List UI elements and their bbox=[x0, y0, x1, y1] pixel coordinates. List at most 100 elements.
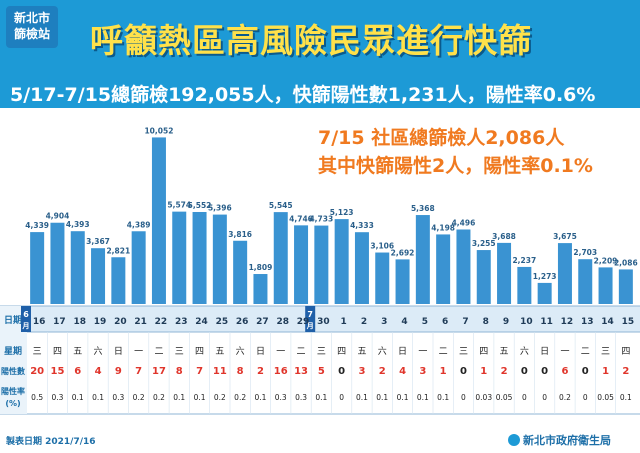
positivity-rate-cell: 0.1 bbox=[376, 393, 388, 402]
weekday-cell: 五 bbox=[500, 347, 509, 357]
daily-note: 7/15 社區總篩檢人2,086人 其中快篩陽性2人，陽性率0.1% bbox=[318, 124, 593, 180]
weekday-cell: 日 bbox=[256, 346, 265, 357]
bar bbox=[436, 234, 451, 304]
positivity-rate-cell: 0 bbox=[583, 393, 588, 402]
positive-count-cell: 1 bbox=[440, 366, 447, 377]
bar bbox=[456, 229, 471, 304]
weekday-cell: 一 bbox=[276, 347, 285, 357]
month-marker-number: 6 bbox=[23, 310, 29, 319]
x-tick-label: 12 bbox=[561, 317, 574, 327]
x-tick-label: 20 bbox=[114, 317, 127, 327]
positive-count-cell: 3 bbox=[419, 366, 426, 377]
bar-value-label: 4,198 bbox=[431, 223, 455, 232]
row-label-date: 日期 bbox=[4, 314, 22, 326]
positivity-rate-cell: 0.2 bbox=[234, 393, 246, 402]
positive-count-cell: 15 bbox=[50, 366, 64, 377]
health-bureau-logo-icon bbox=[508, 434, 520, 446]
positivity-rate-cell: 0.3 bbox=[51, 393, 63, 402]
bar bbox=[294, 225, 309, 304]
bar-value-label: 4,393 bbox=[66, 220, 90, 229]
weekday-cell: 日 bbox=[398, 346, 407, 357]
bar bbox=[273, 212, 288, 304]
weekday-cell: 一 bbox=[418, 347, 427, 357]
bar-value-label: 2,237 bbox=[512, 256, 536, 265]
x-tick-label: 25 bbox=[216, 317, 229, 327]
positive-count-cell: 0 bbox=[460, 366, 467, 377]
row-label-weekday: 星期 bbox=[4, 345, 22, 357]
positivity-rate-cell: 0.1 bbox=[397, 393, 409, 402]
bar-value-label: 5,552 bbox=[188, 201, 212, 210]
bar-value-label: 5,396 bbox=[208, 204, 232, 213]
weekday-cell: 二 bbox=[439, 347, 448, 357]
weekday-cell: 六 bbox=[378, 345, 387, 357]
bar bbox=[91, 248, 106, 304]
positive-count-cell: 0 bbox=[521, 366, 528, 377]
month-marker-unit: 月 bbox=[22, 322, 30, 330]
bar bbox=[395, 259, 410, 304]
positivity-rate-cell: 0.1 bbox=[315, 393, 327, 402]
x-tick-label: 22 bbox=[155, 317, 168, 327]
bar bbox=[233, 240, 248, 304]
weekday-cell: 五 bbox=[215, 347, 224, 357]
bar-value-label: 2,209 bbox=[594, 256, 618, 265]
weekday-cell: 日 bbox=[540, 346, 549, 357]
bar bbox=[537, 282, 552, 304]
bar-value-label: 3,816 bbox=[228, 230, 252, 239]
positive-count-cell: 6 bbox=[561, 366, 568, 377]
bar-value-label: 1,273 bbox=[533, 272, 557, 281]
positivity-rate-cell: 0.05 bbox=[496, 393, 513, 402]
bar bbox=[151, 137, 166, 304]
positivity-rate-cell: 0.3 bbox=[295, 393, 307, 402]
bar bbox=[354, 232, 369, 304]
month-marker bbox=[305, 306, 316, 332]
positive-count-cell: 7 bbox=[135, 366, 142, 377]
bar-value-label: 3,255 bbox=[472, 239, 496, 248]
positive-count-cell: 2 bbox=[622, 366, 629, 377]
bar bbox=[578, 259, 593, 304]
bar-value-label: 3,367 bbox=[86, 237, 110, 246]
x-tick-label: 8 bbox=[483, 317, 489, 327]
positivity-rate-cell: 0.1 bbox=[620, 393, 632, 402]
x-tick-label: 1 bbox=[341, 317, 347, 327]
bar bbox=[70, 231, 85, 304]
bar-value-label: 3,688 bbox=[492, 232, 516, 241]
positive-count-cell: 5 bbox=[318, 366, 325, 377]
positive-count-cell: 0 bbox=[582, 366, 589, 377]
weekday-cell: 三 bbox=[459, 347, 468, 357]
x-tick-label: 13 bbox=[581, 317, 594, 327]
x-tick-label: 19 bbox=[94, 317, 107, 327]
bar bbox=[212, 214, 227, 304]
weekday-cell: 三 bbox=[601, 347, 610, 357]
positive-count-cell: 4 bbox=[399, 366, 406, 377]
weekday-cell: 二 bbox=[581, 347, 590, 357]
weekday-cell: 四 bbox=[53, 347, 62, 357]
city-badge: 新北市 篩檢站 bbox=[6, 6, 58, 48]
page-title: 呼籲熱區高風險民眾進行快篩 bbox=[90, 21, 532, 60]
positivity-rate-cell: 0 bbox=[339, 393, 344, 402]
positivity-rate-cell: 0.5 bbox=[31, 393, 43, 402]
positivity-rate-cell: 0.1 bbox=[417, 393, 429, 402]
source-text: 新北市政府衛生局 bbox=[523, 434, 611, 447]
bar-value-label: 5,574 bbox=[167, 201, 191, 210]
month-marker-unit: 月 bbox=[306, 322, 314, 330]
weekday-cell: 二 bbox=[154, 347, 163, 357]
positive-count-cell: 1 bbox=[602, 366, 609, 377]
bar bbox=[517, 266, 532, 304]
x-tick-label: 7 bbox=[462, 317, 468, 327]
positive-count-cell: 3 bbox=[358, 366, 365, 377]
bar bbox=[314, 225, 329, 304]
x-tick-label: 29 bbox=[297, 317, 310, 327]
x-tick-label: 2 bbox=[361, 317, 367, 327]
x-tick-label: 27 bbox=[256, 317, 269, 327]
positive-count-cell: 2 bbox=[379, 366, 386, 377]
positivity-rate-cell: 0.1 bbox=[356, 393, 368, 402]
weekday-cell: 六 bbox=[94, 345, 103, 357]
x-tick-label: 9 bbox=[503, 317, 509, 327]
positivity-rate-cell: 0.03 bbox=[475, 393, 492, 402]
positivity-rate-cell: 0.1 bbox=[254, 393, 266, 402]
positivity-rate-cell: 0.1 bbox=[173, 393, 185, 402]
positive-count-cell: 0 bbox=[338, 366, 345, 377]
positivity-rate-cell: 0.1 bbox=[72, 393, 84, 402]
x-tick-label: 18 bbox=[73, 317, 86, 327]
